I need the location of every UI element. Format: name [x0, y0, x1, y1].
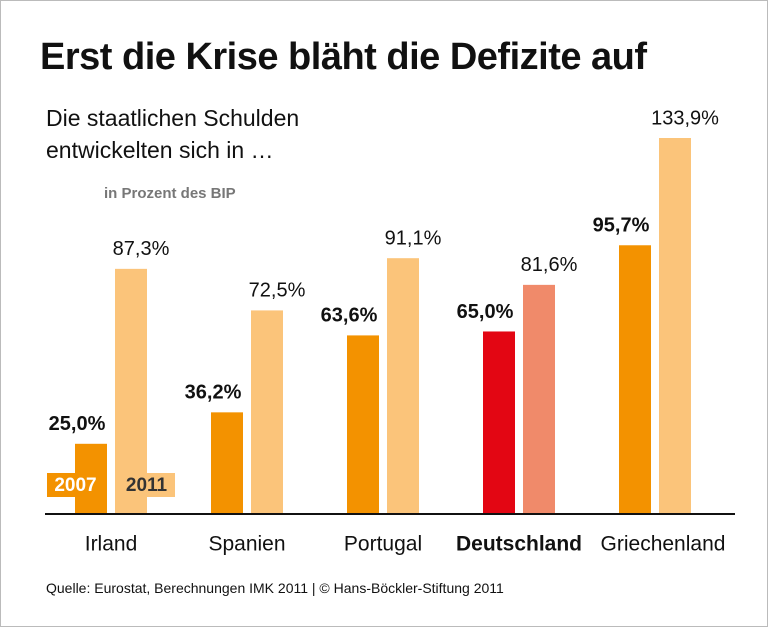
data-label: 91,1%: [385, 227, 442, 249]
bar: [251, 310, 283, 514]
bar: [619, 245, 651, 514]
legend-swatch: [118, 473, 175, 497]
data-label: 133,9%: [651, 107, 719, 129]
data-label: 36,2%: [185, 382, 242, 404]
data-label: 81,6%: [521, 254, 578, 276]
x-tick-label: Deutschland: [456, 533, 582, 556]
x-tick-label: Spanien: [208, 533, 285, 556]
y-axis-label: in Prozent des BIP: [104, 185, 236, 202]
bar: [523, 284, 555, 514]
data-label: 63,6%: [321, 305, 378, 327]
data-label: 65,0%: [457, 301, 514, 323]
data-label: 87,3%: [113, 238, 170, 260]
bar: [659, 138, 691, 514]
legend-swatch: [47, 473, 104, 497]
bar: [347, 335, 379, 514]
data-label: 72,5%: [249, 280, 306, 302]
legend-label: 2007: [54, 475, 96, 496]
x-tick-label: Portugal: [344, 533, 422, 556]
legend-label: 2011: [126, 475, 168, 496]
x-tick-label: Griechenland: [601, 533, 726, 556]
x-tick-label: Irland: [85, 533, 138, 556]
bar: [211, 412, 243, 514]
chart-title: Erst die Krise bläht die Defizite auf: [40, 36, 647, 78]
source-note: Quelle: Eurostat, Berechnungen IMK 2011 …: [46, 580, 504, 596]
bar: [387, 258, 419, 514]
data-label: 95,7%: [593, 215, 650, 237]
bar: [483, 331, 515, 514]
data-label: 25,0%: [49, 413, 106, 435]
chart-subtitle: Die staatlichen Schulden entwickelten si…: [46, 105, 300, 163]
